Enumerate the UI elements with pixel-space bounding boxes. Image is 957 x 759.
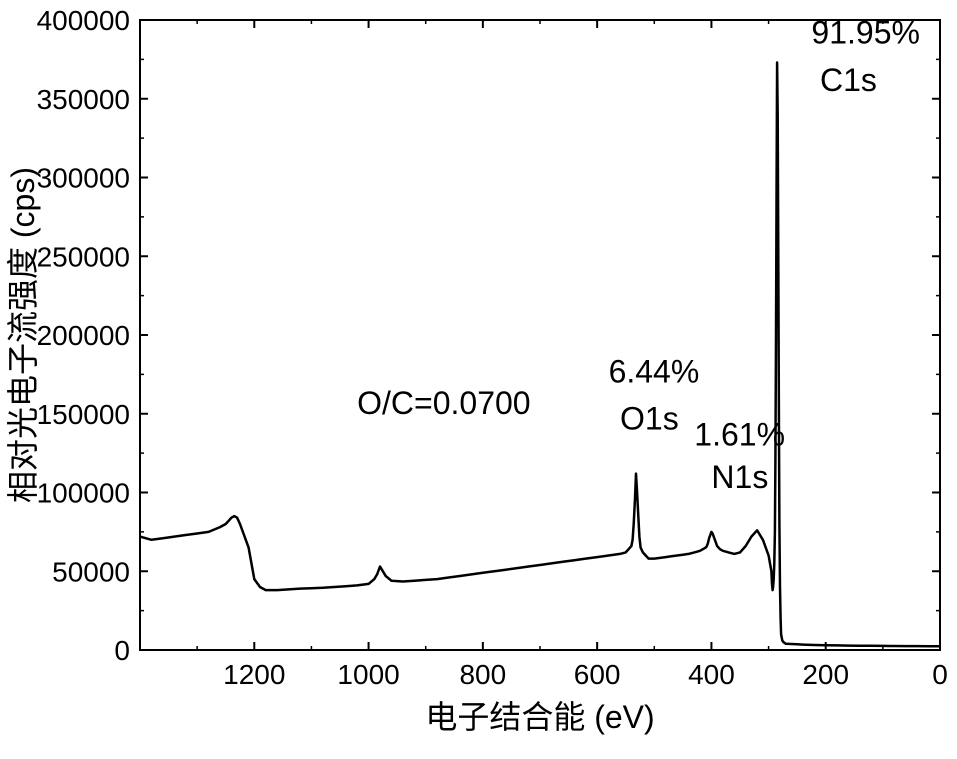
y-tick-label: 150000 xyxy=(37,399,130,430)
y-tick-label: 100000 xyxy=(37,478,130,509)
y-tick-label: 0 xyxy=(114,635,130,666)
y-tick-label: 300000 xyxy=(37,163,130,194)
annotation-c1s-label: C1s xyxy=(820,62,877,98)
x-tick-label: 800 xyxy=(459,659,506,690)
annotation-c1s-pct: 91.95% xyxy=(811,15,920,51)
annotation-o1s-label: O1s xyxy=(620,401,679,437)
x-tick-label: 1200 xyxy=(223,659,285,690)
annotation-o1s-pct: 6.44% xyxy=(609,353,700,389)
annotation-n1s-label: N1s xyxy=(711,459,768,495)
x-tick-label: 400 xyxy=(688,659,735,690)
y-axis-title: 相对光电子流强度 (cps) xyxy=(5,167,41,503)
x-axis-title: 电子结合能 (eV) xyxy=(425,699,654,735)
y-tick-label: 400000 xyxy=(37,5,130,36)
chart-svg: 0 200 400 600 800 1000 1200 0 50000 100000 150000 2… xyxy=(0,0,957,759)
y-tick-label: 50000 xyxy=(52,556,130,587)
x-tick-label: 1000 xyxy=(337,659,399,690)
plot-frame xyxy=(140,20,940,650)
x-tick-label: 0 xyxy=(932,659,948,690)
y-tick-label: 350000 xyxy=(37,84,130,115)
y-tick-label: 200000 xyxy=(37,320,130,351)
x-tick-label: 200 xyxy=(802,659,849,690)
annotation-n1s-pct: 1.61% xyxy=(694,416,785,452)
annotation-oc-ratio: O/C=0.0700 xyxy=(357,385,530,421)
x-tick-label: 600 xyxy=(574,659,621,690)
y-tick-label: 250000 xyxy=(37,241,130,272)
xps-spectrum-chart: 0 200 400 600 800 1000 1200 0 50000 100000 150000 2… xyxy=(0,0,957,759)
spectrum-line xyxy=(140,63,940,647)
